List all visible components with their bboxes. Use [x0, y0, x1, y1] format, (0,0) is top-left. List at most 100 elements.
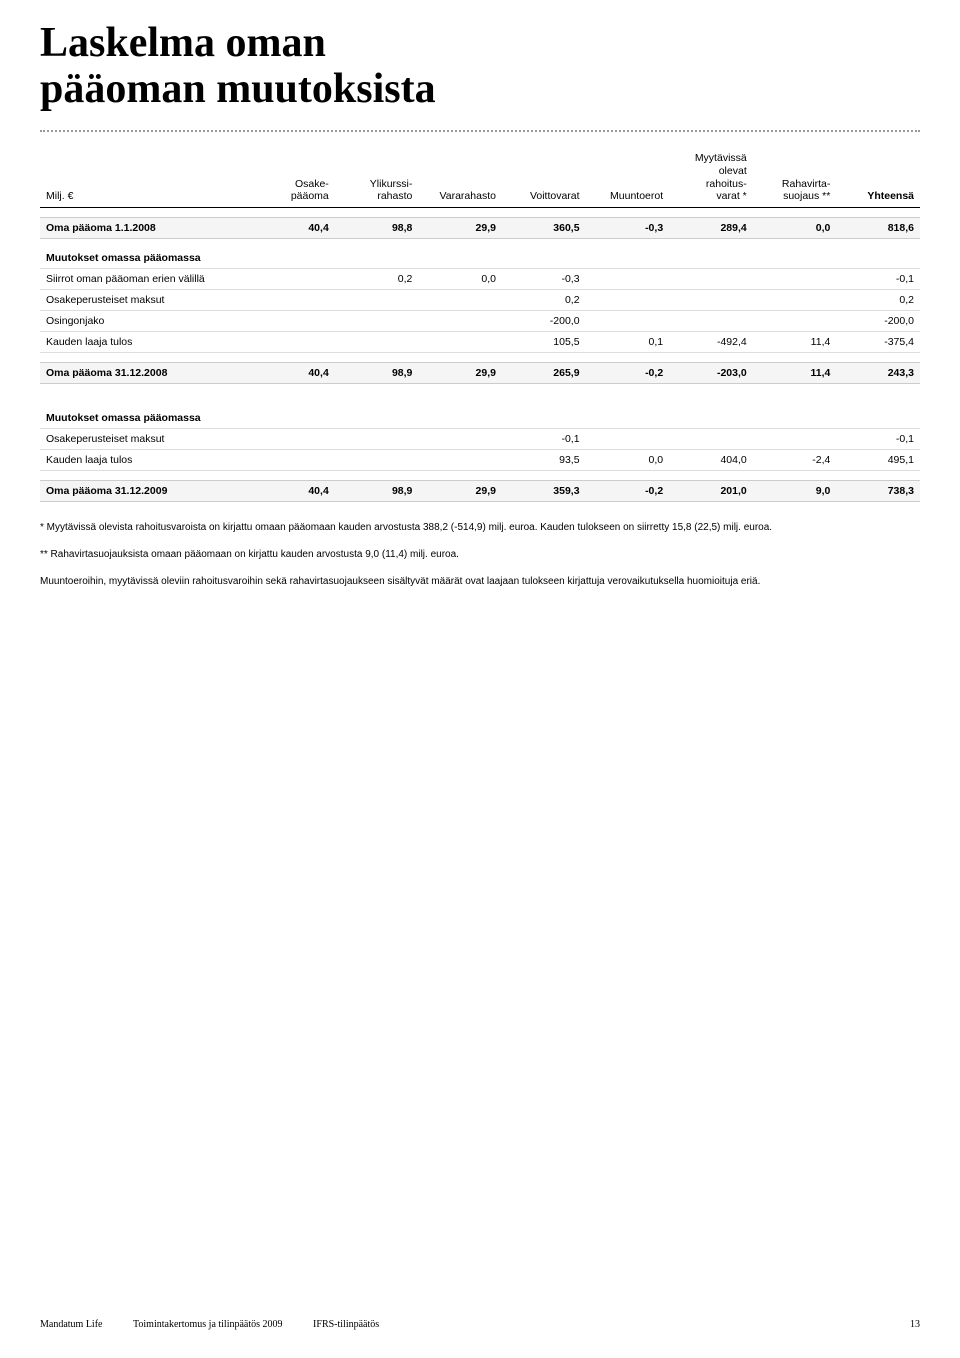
cell-value [418, 248, 502, 269]
cell-value [586, 248, 670, 269]
cell-value: -0,2 [586, 363, 670, 384]
footnotes: * Myytävissä olevista rahoitusvaroista o… [40, 520, 920, 589]
cell-value: 0,2 [502, 290, 586, 311]
footnote-3: Muuntoeroihin, myytävissä oleviin rahoit… [40, 574, 920, 589]
cell-value [418, 408, 502, 429]
cell-value: 11,4 [753, 332, 837, 353]
row-label: Oma pääoma 1.1.2008 [40, 217, 251, 238]
cell-value [586, 290, 670, 311]
cell-value [335, 408, 419, 429]
cell-value: 201,0 [669, 480, 753, 501]
equity-changes-table: Milj. € Osake- pääoma Ylikurssi- rahasto… [40, 148, 920, 501]
row-label: Kauden laaja tulos [40, 449, 251, 470]
cell-value: 9,0 [753, 480, 837, 501]
cell-value: 243,3 [836, 363, 920, 384]
cell-value [335, 290, 419, 311]
table-row: Oma pääoma 31.12.200940,498,929,9359,3-0… [40, 480, 920, 501]
cell-value: 29,9 [418, 363, 502, 384]
cell-value: 818,6 [836, 217, 920, 238]
cell-value [251, 332, 335, 353]
table-row: Osingonjako-200,0-200,0 [40, 311, 920, 332]
table-row: Siirrot oman pääoman erien välillä 0,20,0… [40, 269, 920, 290]
row-label: Kauden laaja tulos [40, 332, 251, 353]
table-row [40, 384, 920, 408]
cell-value [335, 428, 419, 449]
cell-value [418, 290, 502, 311]
cell-value: 0,2 [836, 290, 920, 311]
row-label: Muutokset omassa pääomassa [40, 248, 251, 269]
footer-doc-title: Toimintakertomus ja tilinpäätös 2009 [133, 1319, 283, 1330]
table-row: Oma pääoma 31.12.200840,498,929,9265,9-0… [40, 363, 920, 384]
cell-value [753, 269, 837, 290]
cell-value [669, 408, 753, 429]
row-label: Osakeperusteiset maksut [40, 428, 251, 449]
cell-value [586, 408, 670, 429]
cell-value [586, 428, 670, 449]
cell-value: 93,5 [502, 449, 586, 470]
cell-value: 98,8 [335, 217, 419, 238]
cell-value: 105,5 [502, 332, 586, 353]
col-voittovarat: Voittovarat [502, 148, 586, 207]
cell-value [418, 428, 502, 449]
col-myytavissa: Myytävissä olevat rahoitus- varat * [669, 148, 753, 207]
cell-value: 360,5 [502, 217, 586, 238]
cell-value: 0,2 [335, 269, 419, 290]
cell-value [836, 408, 920, 429]
cell-value [753, 290, 837, 311]
row-label: Muutokset omassa pääomassa [40, 408, 251, 429]
col-yhteensa: Yhteensä [836, 148, 920, 207]
table-row: Kauden laaja tulos93,50,0404,0-2,4495,1 [40, 449, 920, 470]
cell-value: -0,1 [836, 269, 920, 290]
table-row: Muutokset omassa pääomassa [40, 408, 920, 429]
cell-value [669, 311, 753, 332]
dotted-divider [40, 130, 920, 132]
col-osakepaaoma: Osake- pääoma [251, 148, 335, 207]
cell-value [251, 248, 335, 269]
cell-value [753, 408, 837, 429]
table-header-row: Milj. € Osake- pääoma Ylikurssi- rahasto… [40, 148, 920, 207]
cell-value [753, 428, 837, 449]
cell-value: 0,0 [418, 269, 502, 290]
cell-value: 404,0 [669, 449, 753, 470]
cell-value: -0,1 [836, 428, 920, 449]
cell-value: 495,1 [836, 449, 920, 470]
cell-value [251, 269, 335, 290]
cell-value [669, 269, 753, 290]
cell-value [335, 332, 419, 353]
cell-value [335, 248, 419, 269]
cell-value: 29,9 [418, 217, 502, 238]
page-footer: 13 Mandatum Life Toimintakertomus ja til… [40, 1319, 920, 1330]
cell-value [586, 311, 670, 332]
cell-value: 98,9 [335, 480, 419, 501]
page-number: 13 [910, 1319, 920, 1330]
table-row: Osakeperusteiset maksut-0,1-0,1 [40, 428, 920, 449]
cell-value: -2,4 [753, 449, 837, 470]
cell-value [335, 449, 419, 470]
table-row [40, 238, 920, 248]
cell-value [502, 248, 586, 269]
cell-value [251, 428, 335, 449]
cell-value [836, 248, 920, 269]
col-rahavirta: Rahavirta- suojaus ** [753, 148, 837, 207]
cell-value: 11,4 [753, 363, 837, 384]
table-row: Kauden laaja tulos105,50,1-492,411,4-375… [40, 332, 920, 353]
table-row [40, 470, 920, 480]
cell-value: -203,0 [669, 363, 753, 384]
cell-value [251, 290, 335, 311]
cell-value: 40,4 [251, 480, 335, 501]
title-line-1: Laskelma oman [40, 20, 326, 66]
cell-value [251, 408, 335, 429]
cell-value: -0,3 [502, 269, 586, 290]
cell-value [586, 269, 670, 290]
cell-value: -375,4 [836, 332, 920, 353]
row-label: Siirrot oman pääoman erien välillä [40, 269, 251, 290]
cell-value [335, 311, 419, 332]
cell-value: 359,3 [502, 480, 586, 501]
footnote-2: ** Rahavirtasuojauksista omaan pääomaan … [40, 547, 920, 562]
cell-value: -0,3 [586, 217, 670, 238]
cell-value [502, 408, 586, 429]
cell-value: 40,4 [251, 363, 335, 384]
col-label: Milj. € [40, 148, 251, 207]
table-row [40, 353, 920, 363]
cell-value: 98,9 [335, 363, 419, 384]
